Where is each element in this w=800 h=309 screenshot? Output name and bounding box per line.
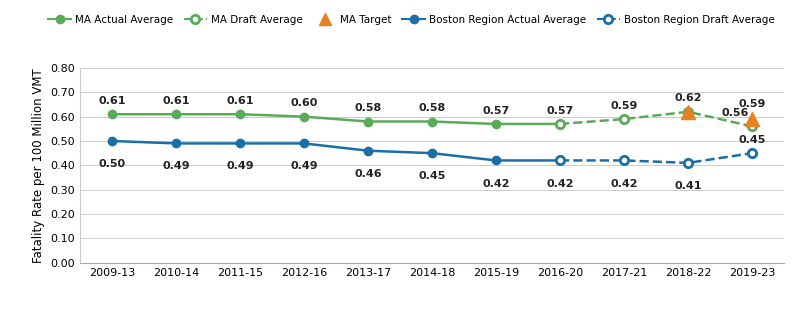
Text: 0.62: 0.62: [674, 93, 702, 104]
Y-axis label: Fatality Rate per 100 Million VMT: Fatality Rate per 100 Million VMT: [32, 68, 45, 263]
Legend: MA Actual Average, MA Draft Average, MA Target, Boston Region Actual Average, Bo: MA Actual Average, MA Draft Average, MA …: [44, 11, 778, 29]
Text: 0.59: 0.59: [738, 99, 766, 109]
Text: 0.45: 0.45: [418, 171, 446, 181]
Text: 0.42: 0.42: [610, 179, 638, 188]
Text: 0.61: 0.61: [226, 96, 254, 106]
Text: 0.46: 0.46: [354, 169, 382, 179]
Text: 0.45: 0.45: [738, 135, 766, 145]
Text: 0.58: 0.58: [418, 103, 446, 113]
Text: 0.49: 0.49: [226, 162, 254, 171]
Text: 0.61: 0.61: [162, 96, 190, 106]
Text: 0.42: 0.42: [546, 179, 574, 188]
Text: 0.57: 0.57: [546, 106, 574, 116]
Text: 0.41: 0.41: [674, 181, 702, 191]
Text: 0.50: 0.50: [98, 159, 126, 169]
Text: 0.59: 0.59: [610, 101, 638, 111]
Text: 0.42: 0.42: [482, 179, 510, 188]
Text: 0.57: 0.57: [482, 106, 510, 116]
Text: 0.60: 0.60: [290, 98, 318, 108]
Text: 0.58: 0.58: [354, 103, 382, 113]
Text: 0.56: 0.56: [722, 108, 749, 118]
Text: 0.49: 0.49: [290, 162, 318, 171]
Text: 0.61: 0.61: [98, 96, 126, 106]
Text: 0.49: 0.49: [162, 162, 190, 171]
